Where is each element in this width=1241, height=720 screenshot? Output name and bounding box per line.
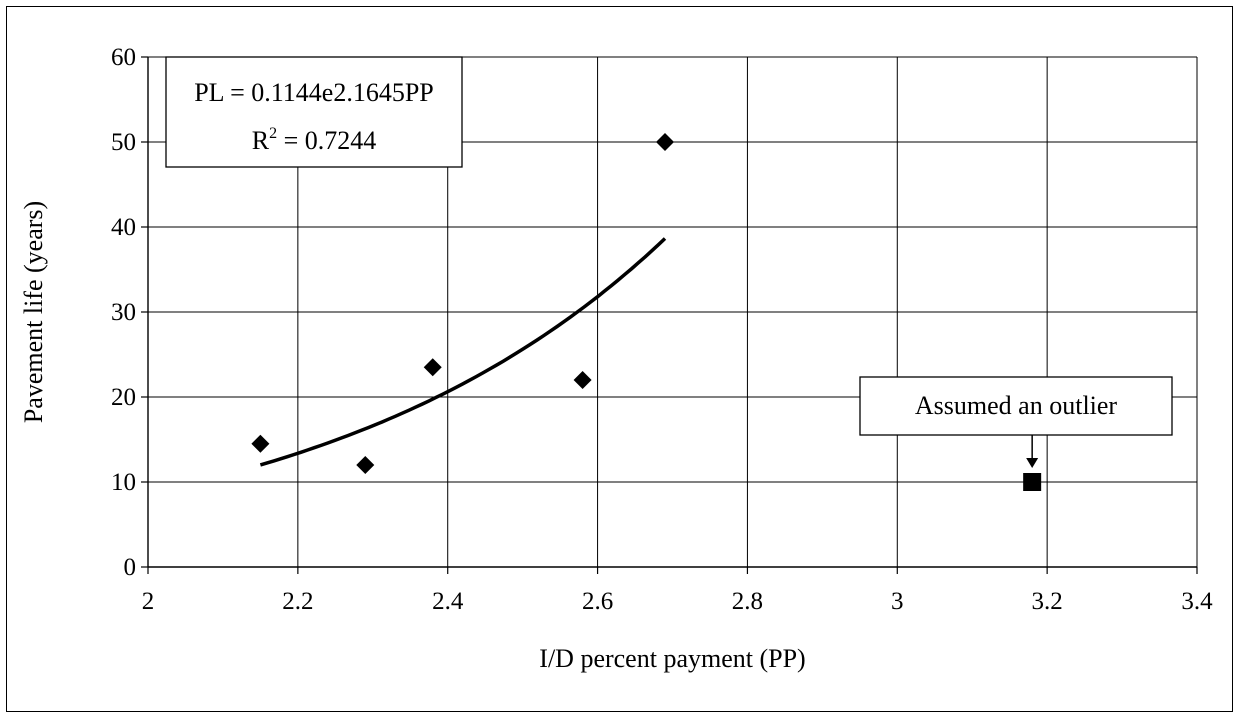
- x-tick-label: 2.4: [432, 588, 464, 615]
- x-axis-title: I/D percent payment (PP): [539, 644, 805, 673]
- equation-box-border: [165, 56, 463, 168]
- r-squared-value: = 0.7244: [277, 126, 376, 155]
- x-tick-label: 2.6: [582, 588, 613, 615]
- trendline: [259, 237, 667, 467]
- data-point-diamond: [251, 434, 270, 453]
- r-squared-symbol: R: [252, 126, 270, 155]
- y-axis-title: Pavement life (years): [19, 201, 48, 423]
- y-tick-label: 30: [111, 299, 136, 326]
- r-squared-text: R2 = 0.7244: [252, 125, 377, 155]
- x-tick-label: 3.4: [1181, 588, 1213, 615]
- outlier-callout-box: [859, 376, 1173, 436]
- x-tick-label: 3.2: [1032, 588, 1063, 615]
- data-point-diamond: [573, 371, 592, 389]
- markers-layer: [251, 133, 1042, 491]
- trendline-layer: [259, 237, 667, 467]
- equation-text: PL = 0.1144e2.1645PP: [194, 78, 434, 107]
- y-tick-label: 0: [124, 554, 137, 581]
- x-tick-label: 2.2: [282, 588, 313, 615]
- equation-box: PL = 0.1144e2.1645PP R2 = 0.7244: [165, 56, 463, 168]
- data-point-diamond: [423, 358, 442, 377]
- y-tick-label: 20: [111, 384, 136, 411]
- y-tick-label: 40: [111, 214, 136, 241]
- r-squared-superscript: 2: [269, 125, 277, 142]
- axes-layer: 0 10 20 30 40 50 60 2 2.2 2.4 2.6 2.8 3 3.2 3.4: [111, 44, 1213, 615]
- x-tick-label: 3: [891, 588, 904, 615]
- y-tick-label: 60: [111, 44, 136, 71]
- outlier-callout: Assumed an outlier: [859, 376, 1173, 468]
- data-point-diamond: [356, 456, 375, 474]
- data-point-diamond: [656, 133, 675, 151]
- outlier-arrowhead: [1026, 458, 1039, 468]
- x-tick-label: 2: [142, 588, 155, 615]
- y-tick-label: 10: [111, 469, 136, 496]
- y-tick-label: 50: [111, 129, 136, 156]
- data-point-outlier-square: [1023, 473, 1042, 491]
- grid-layer: [148, 56, 1198, 567]
- outlier-callout-text: Assumed an outlier: [915, 391, 1118, 420]
- x-tick-label: 2.8: [732, 588, 763, 615]
